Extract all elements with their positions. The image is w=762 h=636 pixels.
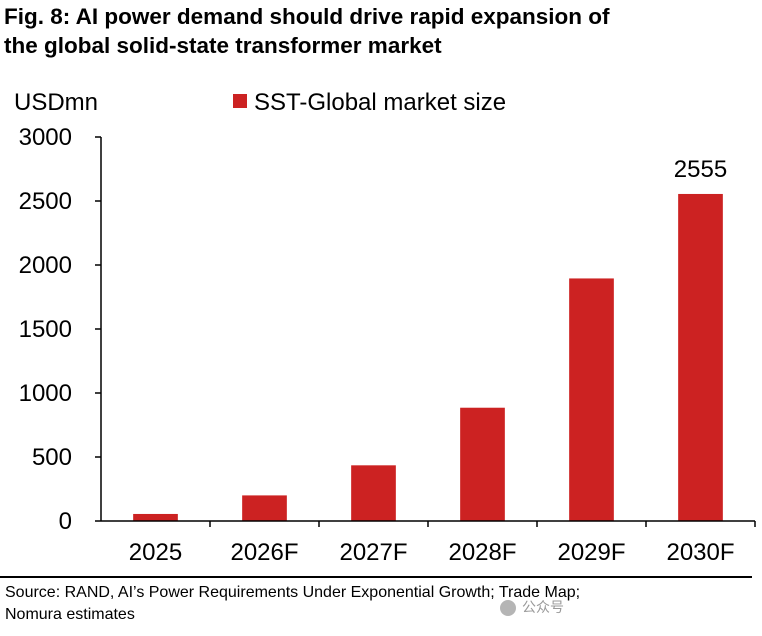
y-tick-label: 2000 bbox=[19, 252, 72, 279]
wechat-icon bbox=[500, 600, 516, 617]
y-axis-unit-label: USDmn bbox=[14, 89, 98, 116]
chart-title-line-2: the global solid-state transformer marke… bbox=[4, 33, 442, 58]
data-label-2030F: 2555 bbox=[674, 156, 727, 183]
watermark: 公众号 bbox=[500, 597, 740, 619]
bar-2028F bbox=[460, 407, 505, 521]
x-axis: 2025 2026F 2027F 2028F 2029F 2030F bbox=[101, 520, 756, 566]
y-tick-label: 500 bbox=[32, 444, 72, 471]
chart-title: Fig. 8: AI power demand should drive rap… bbox=[4, 2, 754, 60]
x-tick-label: 2030F bbox=[666, 539, 734, 566]
chart-title-line-1: Fig. 8: AI power demand should drive rap… bbox=[4, 4, 610, 29]
data-labels-group: 2555 bbox=[674, 156, 727, 183]
source-line-1: Source: RAND, AI’s Power Requirements Un… bbox=[5, 584, 581, 601]
y-tick-label: 1500 bbox=[19, 316, 72, 343]
bars-group bbox=[133, 193, 723, 521]
bar-2027F bbox=[351, 465, 396, 521]
x-tick-label: 2027F bbox=[339, 539, 407, 566]
x-tick-label: 2028F bbox=[448, 539, 516, 566]
x-tick-label: 2025 bbox=[129, 539, 182, 566]
bar-2029F bbox=[569, 278, 614, 521]
legend-swatch bbox=[233, 94, 247, 108]
source-note: Source: RAND, AI’s Power Requirements Un… bbox=[5, 582, 750, 626]
footer-divider bbox=[0, 576, 752, 578]
y-tick-label: 2500 bbox=[19, 188, 72, 215]
bar-2030F bbox=[678, 193, 723, 521]
y-tick-label: 3000 bbox=[19, 124, 72, 151]
x-tick-label: 2026F bbox=[230, 539, 298, 566]
x-tick-label: 2029F bbox=[557, 539, 625, 566]
source-line-2: Nomura estimates bbox=[5, 606, 135, 623]
bar-chart: USDmn SST-Global market size 0 500 1000 150… bbox=[14, 89, 756, 566]
watermark-text: 公众号 bbox=[522, 599, 564, 615]
y-tick-label: 0 bbox=[59, 508, 72, 535]
y-tick-label: 1000 bbox=[19, 380, 72, 407]
bar-2026F bbox=[242, 495, 287, 521]
legend-label: SST-Global market size bbox=[254, 89, 506, 116]
y-axis: 0 500 1000 1500 2000 2500 3000 bbox=[19, 124, 102, 535]
bar-2025 bbox=[133, 513, 178, 521]
